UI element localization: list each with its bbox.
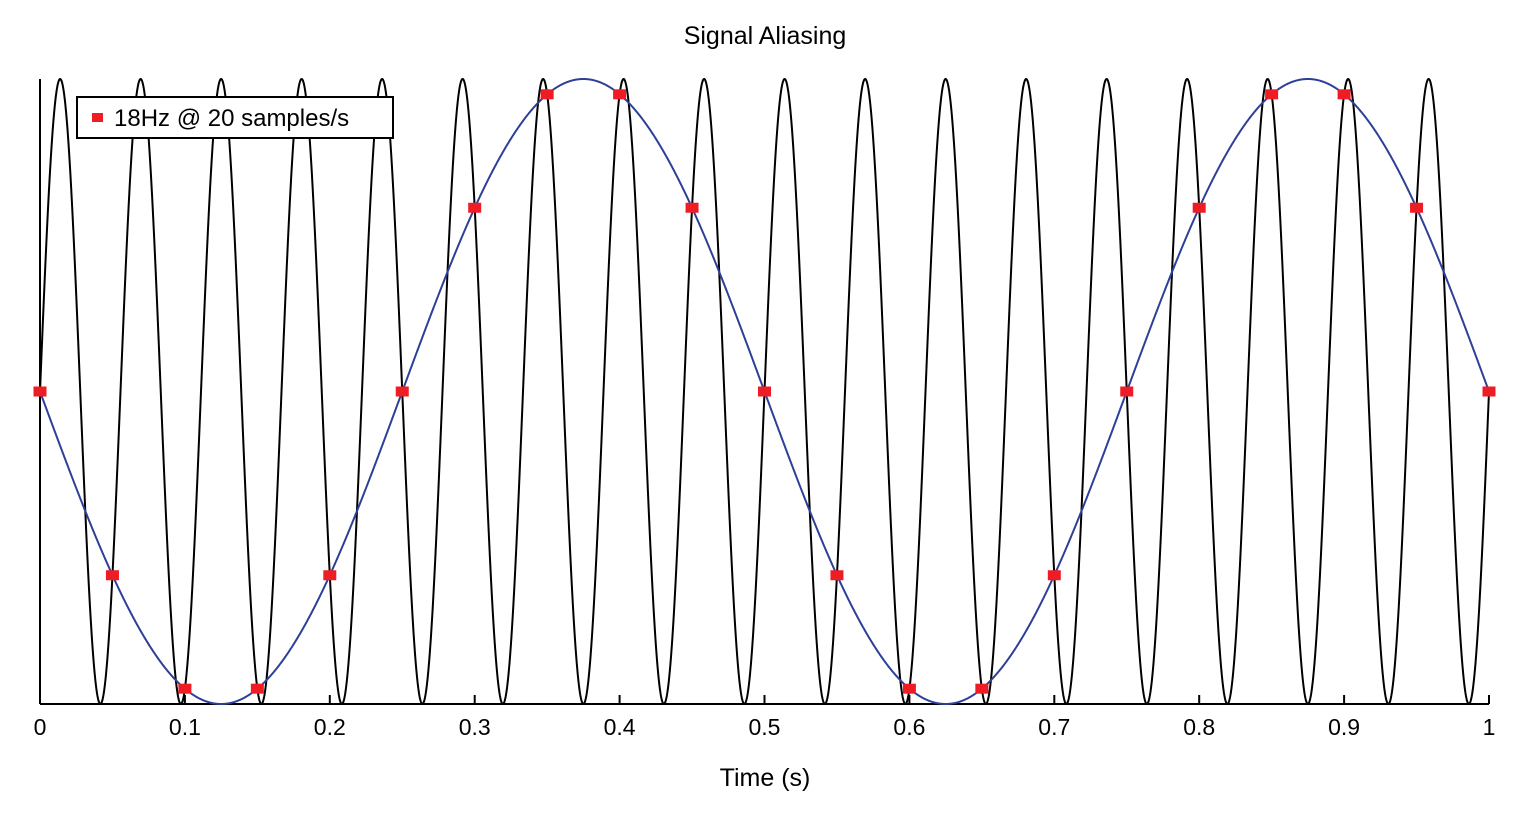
- x-axis-label: Time (s): [720, 764, 811, 792]
- sample-point: [105, 570, 119, 581]
- legend-box: [76, 96, 394, 139]
- sample-point: [830, 570, 844, 581]
- sample-point: [975, 683, 989, 694]
- plot-area: 0 0.1 0.2 0.3 0.4 0.5 0.6 0.7 0.8 0.9 1: [33, 77, 1496, 740]
- x-tick-label: 0.5: [749, 714, 781, 740]
- sample-point: [395, 386, 409, 397]
- x-tick-label: 0.3: [459, 714, 491, 740]
- x-tick-label: 0.4: [604, 714, 636, 740]
- sample-point: [1337, 89, 1351, 100]
- x-tick-label: 0: [34, 714, 47, 740]
- chart-title: Signal Aliasing: [684, 22, 847, 50]
- sample-point: [1047, 570, 1061, 581]
- x-tick-label: 0.6: [893, 714, 925, 740]
- sample-point: [1192, 202, 1206, 213]
- sample-point: [1265, 89, 1279, 100]
- sample-point: [468, 202, 482, 213]
- x-tick-label: 0.2: [314, 714, 346, 740]
- legend-marker: [92, 113, 103, 122]
- x-tick-label: 0.1: [169, 714, 201, 740]
- x-tick-label: 0.8: [1183, 714, 1215, 740]
- x-tick-label: 1: [1483, 714, 1496, 740]
- sample-point: [1410, 202, 1424, 213]
- sample-point: [902, 683, 916, 694]
- sample-point: [33, 386, 47, 397]
- sample-point: [250, 683, 264, 694]
- x-tick-label: 0.7: [1038, 714, 1070, 740]
- sample-point: [613, 89, 627, 100]
- sample-point: [685, 202, 699, 213]
- sample-point: [540, 89, 554, 100]
- legend: 18Hz @ 20 samples/s: [76, 96, 394, 139]
- sample-point: [323, 570, 337, 581]
- sample-point: [758, 386, 771, 397]
- sample-point: [178, 683, 192, 694]
- x-tick-label: 0.9: [1328, 714, 1360, 740]
- sample-point: [1120, 386, 1134, 397]
- sample-point: [1482, 386, 1496, 397]
- legend-entry-label: 18Hz @ 20 samples/s: [114, 105, 349, 132]
